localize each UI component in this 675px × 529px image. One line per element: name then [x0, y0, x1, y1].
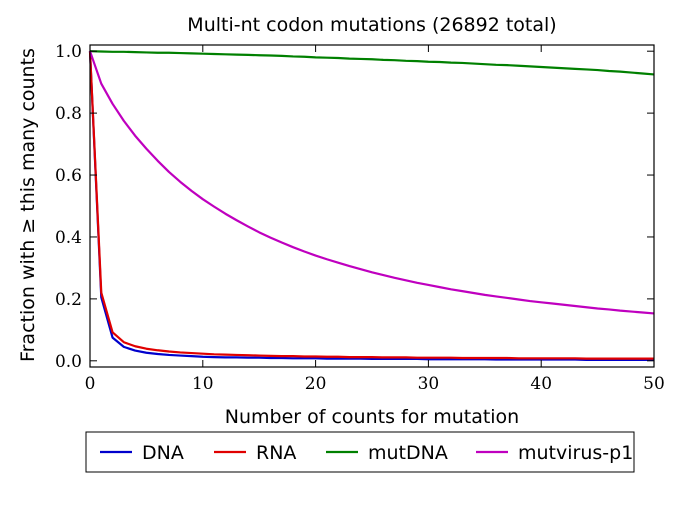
- x-tick-label: 10: [192, 374, 214, 394]
- y-tick-label: 0.0: [55, 352, 82, 372]
- series-line-mutdna: [89, 50, 655, 76]
- y-tick-label: 1.0: [55, 42, 82, 62]
- series-line-dna: [88, 51, 654, 361]
- legend-label-mutvirus-p1: mutvirus-p1: [518, 442, 633, 464]
- legend: DNA RNA mutDNA mutvirus-p1: [85, 431, 635, 473]
- x-axis-label: Number of counts for mutation: [225, 406, 519, 428]
- x-tick-label: 40: [530, 374, 552, 394]
- y-tick-label: 0.6: [55, 166, 82, 186]
- x-tick-label: 50: [643, 374, 665, 394]
- legend-label-rna: RNA: [256, 442, 296, 464]
- x-tick-label: 0: [85, 374, 96, 394]
- plot-frame: [89, 44, 655, 368]
- legend-box: [85, 431, 635, 473]
- chart-title: Multi-nt codon mutations (26892 total): [187, 14, 556, 36]
- plot-series-layer: [88, 50, 655, 361]
- ticks-layer: 0 10 20 30 40 50 0.0 0.2 0.4 0.6 0.8 1.0: [55, 42, 665, 394]
- legend-label-dna: DNA: [142, 442, 184, 464]
- y-axis-label: Fraction with ≥ this many counts: [17, 48, 39, 362]
- legend-label-mutdna: mutDNA: [368, 442, 448, 464]
- y-tick-label: 0.4: [55, 228, 82, 248]
- series-line-rna: [88, 51, 654, 360]
- y-tick-label: 0.8: [55, 104, 82, 124]
- x-tick-label: 20: [305, 374, 327, 394]
- x-tick-label: 30: [418, 374, 440, 394]
- y-tick-label: 0.2: [55, 290, 82, 310]
- series-line-mutvirus-p1: [88, 50, 655, 315]
